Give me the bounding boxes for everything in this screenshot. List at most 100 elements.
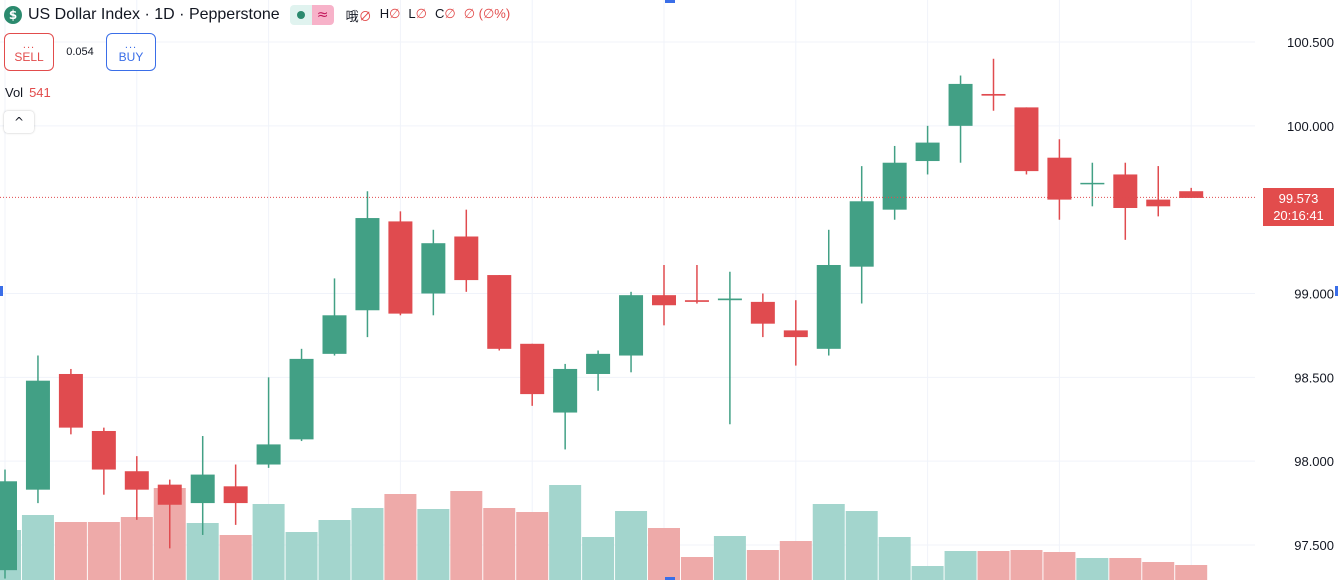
- candle-body: [1080, 182, 1105, 185]
- volume-bar: [54, 522, 87, 580]
- volume-bar: [713, 536, 746, 580]
- volume-bar: [944, 551, 977, 580]
- candle-body: [388, 221, 413, 314]
- candle-body: [0, 481, 17, 571]
- candle-body: [355, 218, 380, 311]
- candle-body: [948, 83, 973, 126]
- volume-bar: [219, 535, 252, 580]
- high-label: H: [379, 5, 390, 21]
- volume-bar: [812, 504, 845, 580]
- candle-body: [981, 93, 1006, 96]
- trade-panel: ... SELL 0.054 ... BUY: [4, 33, 156, 71]
- candle-body: [915, 142, 940, 162]
- ohlc-values: 哦∅ H∅ L∅ C∅ ∅ (∅%): [346, 6, 511, 25]
- symbol-title[interactable]: US Dollar Index · 1D · Pepperstone: [28, 6, 280, 23]
- resize-handle-bottom[interactable]: [665, 577, 675, 580]
- price-tick-label: 98.000: [1294, 454, 1334, 469]
- resize-handle-left[interactable]: [0, 286, 3, 296]
- volume-bar: [582, 537, 615, 580]
- market-status[interactable]: ≈: [289, 5, 334, 25]
- volume-bar: [87, 522, 120, 580]
- volume-bar: [911, 566, 944, 580]
- volume-bar: [977, 551, 1010, 580]
- volume-bar: [1175, 565, 1208, 580]
- volume-bar: [318, 520, 351, 580]
- price-axis: [1255, 0, 1338, 580]
- volume-value: 541: [29, 85, 51, 100]
- volume-bar: [120, 517, 153, 580]
- resize-handle-right[interactable]: [1335, 286, 1338, 296]
- volume-bar: [746, 550, 779, 580]
- spread-value: 0.054: [66, 46, 94, 58]
- resize-handle-top[interactable]: [665, 0, 675, 3]
- dollar-icon: $: [4, 6, 22, 24]
- last-price: 99.573: [1278, 191, 1319, 206]
- candle-body: [1179, 191, 1204, 198]
- price-tick-label: 99.000: [1294, 287, 1334, 302]
- close-value: ∅: [444, 5, 456, 21]
- volume-bar: [285, 532, 318, 580]
- candle-body: [520, 343, 545, 395]
- candle-body: [553, 368, 578, 413]
- price-tick-label: 97.500: [1294, 538, 1334, 553]
- candle-body: [717, 298, 742, 301]
- candle-body: [421, 243, 446, 294]
- candle-body: [157, 484, 182, 505]
- volume-label: Vol: [5, 85, 24, 100]
- candle-body: [882, 162, 907, 210]
- volume-bar: [21, 515, 54, 580]
- candle-body: [124, 471, 149, 490]
- volume-bar: [845, 511, 878, 580]
- market-open-dot-icon: [296, 11, 305, 19]
- chart-legend: $ US Dollar Index · 1D · Pepperstone ≈ 哦…: [4, 4, 510, 26]
- volume-bar: [450, 491, 483, 580]
- candle-body: [223, 486, 248, 504]
- candle-body: [849, 201, 874, 267]
- open-value: ∅: [358, 8, 372, 24]
- volume-bar: [779, 541, 812, 580]
- candle-body: [454, 236, 479, 281]
- candle-body: [1014, 107, 1039, 172]
- price-tick-label: 100.000: [1287, 119, 1334, 134]
- candle-body: [816, 264, 841, 349]
- volume-bar: [549, 485, 582, 580]
- candle-body: [783, 330, 808, 338]
- volume-bar: [615, 511, 648, 580]
- buy-button[interactable]: ... BUY: [106, 33, 156, 71]
- change-value: ∅ (∅%): [463, 5, 511, 21]
- volume-bar: [1010, 550, 1043, 580]
- candle-body: [750, 301, 775, 324]
- candle-body: [289, 358, 314, 440]
- volume-legend: Vol 541: [5, 85, 51, 100]
- candle-body: [652, 295, 676, 306]
- volume-bar: [878, 537, 911, 580]
- candle-body: [487, 275, 512, 349]
- candle-body: [619, 295, 644, 356]
- candle-body: [91, 430, 116, 470]
- volume-bar: [351, 508, 384, 580]
- volume-bar: [516, 512, 549, 580]
- close-label: C: [434, 5, 445, 21]
- candle-body: [1047, 157, 1072, 200]
- volume-bar: [1043, 552, 1076, 580]
- volume-bar: [680, 557, 713, 580]
- high-value: ∅: [389, 5, 401, 21]
- volume-bar: [483, 508, 516, 580]
- candle-body: [1146, 199, 1171, 207]
- open-label: 哦: [345, 8, 359, 24]
- delayed-data-icon: ≈: [311, 5, 334, 25]
- candle-body: [586, 353, 611, 374]
- volume-bar: [384, 494, 417, 580]
- collapse-legend-button[interactable]: ^: [4, 111, 34, 133]
- chevron-up-icon: ^: [13, 115, 25, 129]
- sell-button[interactable]: ... SELL: [4, 33, 54, 71]
- low-value: ∅: [415, 5, 427, 21]
- candle-body: [322, 315, 347, 354]
- volume-bar: [417, 509, 450, 580]
- candle-body: [58, 373, 83, 428]
- low-label: L: [408, 5, 416, 21]
- volume-bar: [1076, 558, 1109, 580]
- last-price-badge: 99.573 20:16:41: [1263, 188, 1334, 226]
- volume-bar: [1142, 562, 1175, 580]
